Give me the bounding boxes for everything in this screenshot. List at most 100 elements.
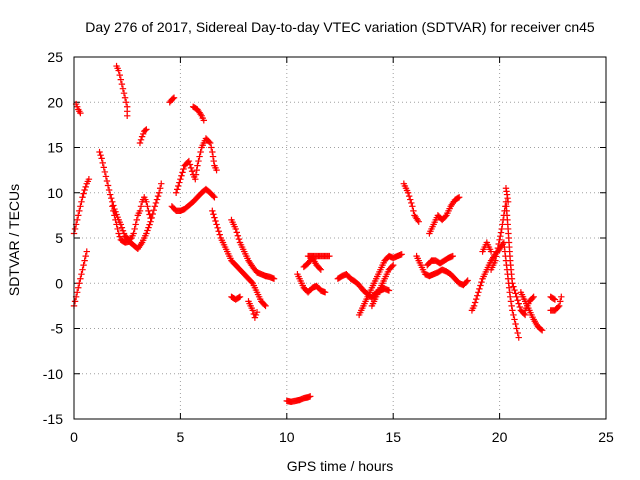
series-arc-12 xyxy=(209,207,269,310)
data-point xyxy=(530,293,537,301)
data-point xyxy=(514,329,521,337)
tick-labels: 0 5 10 15 20 25 -15 -10 -5 0 5 10 15 20 25 xyxy=(43,49,614,445)
data-point xyxy=(122,99,130,106)
data-point xyxy=(137,203,145,210)
data-point xyxy=(492,257,499,264)
y-tick-label: 20 xyxy=(47,94,63,110)
data-point xyxy=(75,284,82,291)
data-point xyxy=(174,186,181,193)
data-point xyxy=(509,307,516,314)
data-point xyxy=(493,249,501,256)
data-point xyxy=(209,207,216,215)
series-arc-08 xyxy=(166,94,178,106)
data-point xyxy=(236,293,244,301)
data-point xyxy=(409,203,416,210)
data-point xyxy=(197,148,204,156)
data-point xyxy=(71,225,79,233)
data-point xyxy=(195,157,202,165)
y-tick-label: -5 xyxy=(51,321,64,337)
data-point xyxy=(232,225,239,233)
x-tick-label: 10 xyxy=(279,429,295,445)
data-point xyxy=(509,280,516,287)
series-arc-27 xyxy=(468,239,522,341)
data-point xyxy=(487,248,495,255)
x-tick-label: 0 xyxy=(70,429,78,445)
data-point xyxy=(405,192,413,200)
series-arc-33 xyxy=(547,293,559,303)
data-point xyxy=(80,190,87,197)
data-point xyxy=(442,213,449,220)
data-point xyxy=(196,153,203,160)
data-point xyxy=(470,302,478,310)
data-point xyxy=(145,207,152,215)
data-point xyxy=(261,301,268,308)
series-arc-25 xyxy=(424,252,456,269)
data-point xyxy=(109,203,116,210)
data-point xyxy=(169,95,177,102)
series-arc-22 xyxy=(368,261,397,310)
data-point xyxy=(210,211,217,218)
data-point xyxy=(253,309,261,316)
data-point xyxy=(504,198,512,205)
data-point xyxy=(170,94,178,101)
data-point xyxy=(142,127,149,134)
data-point xyxy=(511,286,518,294)
data-point xyxy=(497,232,504,240)
series-arc-26 xyxy=(426,194,463,237)
data-point xyxy=(101,168,109,176)
y-tick-label: 25 xyxy=(47,49,63,65)
data-point xyxy=(150,206,157,214)
data-point xyxy=(551,296,559,303)
data-point xyxy=(385,287,393,294)
data-point xyxy=(118,224,126,231)
data-point xyxy=(116,233,123,240)
data-point xyxy=(464,277,471,284)
data-point xyxy=(145,224,152,231)
data-point xyxy=(73,289,81,296)
data-point xyxy=(124,112,131,120)
data-point xyxy=(508,302,515,310)
series-arc-23 xyxy=(400,180,422,225)
data-point xyxy=(117,76,125,83)
data-point xyxy=(514,297,521,304)
data-point xyxy=(213,166,220,174)
data-point xyxy=(186,161,194,168)
data-point xyxy=(415,218,422,225)
x-tick-label: 15 xyxy=(385,429,401,445)
grid-lines xyxy=(74,57,606,419)
data-point xyxy=(194,162,201,169)
data-point xyxy=(404,189,412,196)
data-point xyxy=(262,302,269,310)
data-point xyxy=(175,182,182,190)
series-arc-24 xyxy=(413,252,471,289)
data-point xyxy=(307,393,314,400)
data-point xyxy=(177,175,184,183)
data-point xyxy=(472,295,480,303)
data-point xyxy=(558,293,565,301)
data-point xyxy=(102,173,110,180)
data-point xyxy=(477,282,484,289)
data-point xyxy=(200,117,208,124)
data-point xyxy=(132,221,139,228)
data-point xyxy=(235,235,243,243)
data-point xyxy=(185,157,193,165)
data-point xyxy=(71,298,79,305)
data-point xyxy=(76,280,83,287)
data-point xyxy=(192,171,200,178)
data-point xyxy=(449,252,456,260)
data-point xyxy=(111,212,118,219)
data-point xyxy=(113,221,120,228)
data-point xyxy=(398,251,405,258)
data-point xyxy=(79,194,86,201)
data-point xyxy=(130,230,137,237)
data-point xyxy=(98,155,105,162)
series-arc-34 xyxy=(479,239,495,255)
data-point xyxy=(115,230,122,237)
data-point xyxy=(103,177,111,185)
data-point xyxy=(193,166,200,174)
data-point xyxy=(494,244,502,252)
data-point xyxy=(75,212,82,219)
data-point xyxy=(79,266,86,273)
data-point xyxy=(176,179,183,186)
